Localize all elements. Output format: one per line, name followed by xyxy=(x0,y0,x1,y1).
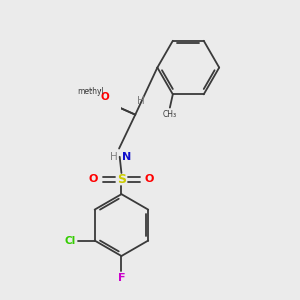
Text: H: H xyxy=(110,152,118,162)
Text: methyl: methyl xyxy=(90,98,95,100)
Text: methyl: methyl xyxy=(75,89,101,98)
FancyBboxPatch shape xyxy=(76,91,121,112)
Text: Cl: Cl xyxy=(64,236,76,245)
Text: N: N xyxy=(122,152,131,162)
Text: S: S xyxy=(117,173,126,186)
Text: methyl: methyl xyxy=(77,87,103,96)
Text: O: O xyxy=(145,174,154,184)
Text: H: H xyxy=(137,96,145,106)
Text: CH₃: CH₃ xyxy=(163,110,177,119)
Text: methyl: methyl xyxy=(88,100,93,101)
Text: O: O xyxy=(100,92,109,102)
Text: F: F xyxy=(118,273,125,283)
Text: O: O xyxy=(100,92,109,102)
Text: O: O xyxy=(89,174,98,184)
